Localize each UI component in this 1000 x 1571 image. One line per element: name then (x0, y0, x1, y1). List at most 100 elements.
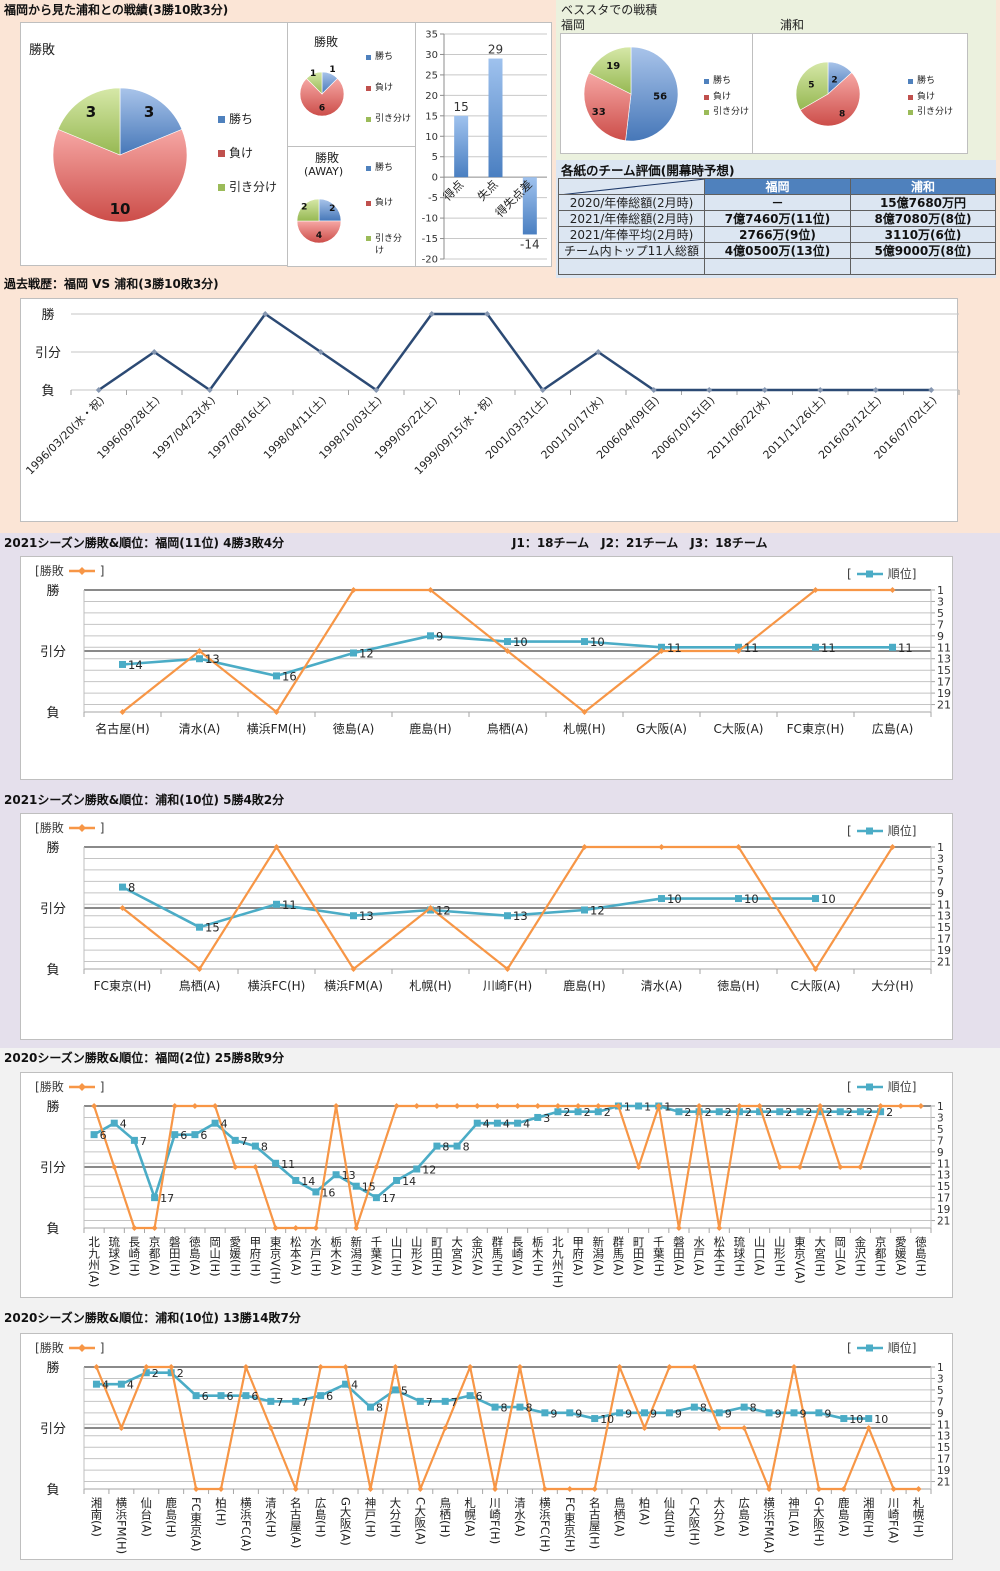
x-category-label: 失点 (474, 177, 500, 203)
x-category-label: 長崎(H) (127, 1236, 141, 1277)
result-marker (392, 1364, 399, 1370)
legend-label: 勝ち (713, 76, 732, 86)
pie-slice-win (119, 87, 183, 156)
legend-label: 負け (375, 198, 394, 208)
rank-tick-label: 3 (937, 852, 944, 865)
result-marker (736, 1103, 743, 1109)
rank-data-label: 6 (200, 1129, 207, 1142)
x-category-label: G大阪(A) (339, 1497, 353, 1546)
x-category-label: 名古屋(H) (95, 721, 149, 736)
legend-label: 勝ち (375, 52, 394, 62)
rank-marker (332, 1171, 340, 1179)
row-label (558, 258, 705, 275)
rank-marker (756, 1108, 764, 1116)
rank-marker (317, 1392, 325, 1400)
rank-marker (292, 1176, 300, 1184)
pie-slice-draw (306, 71, 323, 95)
x-category-label: 湘南(A) (89, 1496, 103, 1537)
legend-label: 勝敗 (39, 821, 64, 835)
history-result-line (98, 312, 932, 392)
result-marker (292, 1225, 299, 1231)
rank-tick-label: 21 (937, 1477, 950, 1489)
rank-data-label: 4 (523, 1118, 530, 1131)
x-category-label: 徳島(H) (717, 978, 759, 993)
x-category-label: 町田(H) (430, 1236, 444, 1277)
x-category-label: 名古屋(H) (588, 1496, 602, 1549)
x-category-label: G大阪(H) (812, 1497, 826, 1547)
result-axis-label: 引分 (40, 645, 66, 660)
x-category-label: FC東京(A) (189, 1497, 203, 1552)
legend-result: [勝敗 ] (35, 1078, 104, 1095)
rank-tick-label: 9 (937, 1147, 944, 1159)
pie-slice-loss (299, 78, 345, 117)
pie-slice-loss (296, 220, 342, 244)
rank-data-label: 7 (140, 1135, 147, 1148)
x-category-label: FC東京(H) (563, 1497, 577, 1552)
pie-data-label-win: 2 (329, 204, 335, 214)
rank-data-label: 8 (700, 1402, 707, 1415)
fukuoka-2021-title: 2021シーズン勝敗&順位：福岡(11位) 4勝3敗4分 (4, 536, 285, 550)
rank-tick-label: 13 (937, 1431, 950, 1443)
x-category-label: 長崎(A) (511, 1236, 525, 1276)
x-category-label: 千葉(A) (369, 1236, 383, 1276)
rank-data-label: 6 (251, 1390, 258, 1403)
result-marker (433, 1103, 440, 1109)
result-marker (267, 1425, 274, 1431)
result-marker (735, 648, 742, 654)
legend-label: 順位 (887, 567, 912, 581)
rank-tick-label: 21 (937, 956, 951, 969)
result-marker (615, 1103, 622, 1109)
rank-data-label: 2 (745, 1106, 752, 1119)
rank-marker (735, 643, 742, 651)
rank-tick-label: 5 (937, 1385, 944, 1397)
x-category-label: 東京V(A) (793, 1236, 807, 1284)
x-category-label: 川崎F(A) (887, 1497, 901, 1543)
x-category-label: 徳島(A) (188, 1235, 202, 1276)
urawa-2021-title: 2021シーズン勝敗&順位：浦和(10位) 5勝4敗2分 (4, 793, 285, 807)
x-category-label: 札幌(A) (463, 1497, 477, 1537)
rank-marker (740, 1403, 748, 1411)
history-point-marker (761, 387, 768, 393)
rank-tick-label: 11 (937, 1419, 950, 1431)
rank-tick-label: 13 (937, 1170, 950, 1182)
legend-item-win: 勝ち (366, 51, 393, 63)
rank-marker (427, 632, 434, 640)
pie-slice-loss (52, 128, 188, 223)
rank-marker (865, 1415, 873, 1423)
legend-label: 勝敗 (39, 1080, 64, 1094)
result-marker (373, 1164, 380, 1170)
y-tick-label: -5 (428, 193, 438, 204)
rank-data-label: 7 (451, 1396, 458, 1409)
rank-data-label: 4 (503, 1118, 510, 1131)
pie-data-label-draw: 2 (301, 202, 307, 212)
result-marker (417, 1486, 424, 1492)
rank-data-label: 11 (667, 641, 682, 655)
legend-diamond-marker-icon (68, 1343, 95, 1352)
rank-data-label: 13 (513, 909, 528, 923)
result-axis-label: 負 (46, 963, 59, 978)
x-category-label: 清水(A) (179, 722, 221, 736)
result-marker (675, 1225, 682, 1231)
legend-bracket: [ (847, 1079, 852, 1094)
table-header-row: 福岡 浦和 (558, 178, 996, 195)
result-marker (350, 966, 357, 972)
beststa-title: ベススタでの戦積 (561, 3, 658, 17)
rank-marker (196, 655, 203, 663)
rank-marker (217, 1392, 225, 1400)
urawa-value: 8億7080万(8位) (850, 210, 996, 227)
table-row: 2021/年俸平均(2月時) 2766万(9位) 3110万(6位) (558, 226, 996, 243)
rank-data-label: 16 (282, 669, 297, 683)
result-marker (766, 1486, 773, 1492)
table-row: 2021/年俸総額(2月時) 7億7460万(11位) 8億7080万(8位) (558, 210, 996, 227)
pie-slice-draw (296, 198, 320, 222)
legend-square-marker-icon (856, 1083, 883, 1090)
legend-bracket: [ (35, 1340, 40, 1355)
rank-marker (117, 1380, 125, 1388)
rank-marker (292, 1397, 300, 1405)
rank-data-label: 10 (849, 1413, 863, 1426)
rank-data-label: 8 (261, 1141, 268, 1154)
rank-data-label: 8 (463, 1141, 470, 1154)
result-marker (865, 1425, 872, 1431)
rank-data-label: 14 (128, 658, 143, 672)
rank-data-label: 7 (276, 1396, 283, 1409)
